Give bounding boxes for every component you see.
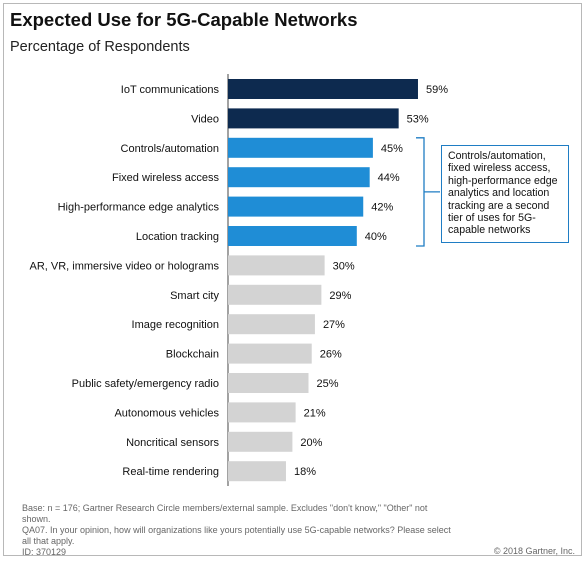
value-label: 30% (333, 260, 355, 272)
footnote: Base: n = 176; Gartner Research Circle m… (22, 503, 452, 558)
value-label: 53% (407, 113, 429, 125)
category-label: Controls/automation (121, 143, 219, 155)
chart-subtitle: Percentage of Respondents (10, 39, 190, 55)
bar (228, 402, 296, 423)
category-label: Location tracking (136, 231, 219, 243)
category-label: AR, VR, immersive video or holograms (29, 260, 219, 272)
value-label: 25% (317, 378, 339, 390)
bar (228, 431, 293, 452)
bars-group: IoT communications 59% Video 53% Controls/au… (29, 79, 448, 482)
value-label: 18% (294, 466, 316, 478)
category-label: Autonomous vehicles (114, 407, 219, 419)
value-label: 59% (426, 84, 448, 96)
bar (228, 343, 312, 364)
category-label: Blockchain (166, 349, 219, 361)
category-label: Noncritical sensors (126, 437, 219, 449)
bar (228, 373, 309, 393)
annotation-bracket (416, 137, 440, 247)
footnote-question: QA07. In your opinion, how will organiza… (22, 525, 451, 546)
bar (228, 314, 315, 335)
bar (228, 79, 418, 99)
chart-title: Expected Use for 5G-Capable Networks (10, 9, 358, 30)
category-label: Public safety/emergency radio (72, 378, 219, 390)
bar (228, 167, 370, 188)
value-label: 29% (329, 290, 351, 302)
category-label: Smart city (170, 290, 219, 302)
category-label: Real-time rendering (122, 466, 219, 478)
value-label: 20% (300, 437, 322, 449)
bar (228, 461, 286, 482)
value-label: 21% (304, 407, 326, 419)
value-label: 40% (365, 231, 387, 243)
category-label: High-performance edge analytics (58, 202, 220, 214)
footnote-base: Base: n = 176; Gartner Research Circle m… (22, 503, 428, 524)
bar-chart: IoT communications 59% Video 53% Controls/au… (29, 74, 448, 486)
chart-frame (3, 3, 582, 556)
value-label: 26% (320, 349, 342, 361)
copyright: © 2018 Gartner, Inc. (493, 546, 575, 556)
category-label: IoT communications (121, 84, 220, 96)
value-label: 27% (323, 319, 345, 331)
value-label: 44% (378, 172, 400, 184)
category-label: Image recognition (132, 319, 219, 331)
bar (228, 196, 364, 217)
bar (228, 255, 325, 276)
bar (228, 108, 399, 129)
bar (228, 137, 373, 158)
footnote-id: ID: 370129 (22, 547, 67, 557)
category-label: Video (191, 113, 219, 125)
bar (228, 226, 357, 246)
category-label: Fixed wireless access (112, 172, 219, 184)
value-label: 45% (381, 143, 403, 155)
annotation-callout: Controls/automation, fixed wireless acce… (441, 145, 569, 243)
value-label: 42% (371, 202, 393, 214)
bar (228, 284, 322, 305)
